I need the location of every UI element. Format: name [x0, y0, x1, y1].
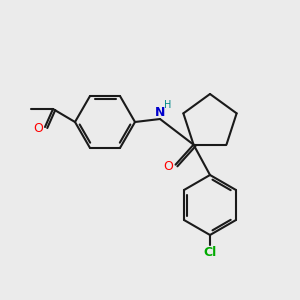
Text: H: H: [164, 100, 172, 110]
Text: N: N: [155, 106, 165, 118]
Text: O: O: [33, 122, 43, 136]
Text: Cl: Cl: [203, 247, 217, 260]
Text: O: O: [164, 160, 173, 173]
